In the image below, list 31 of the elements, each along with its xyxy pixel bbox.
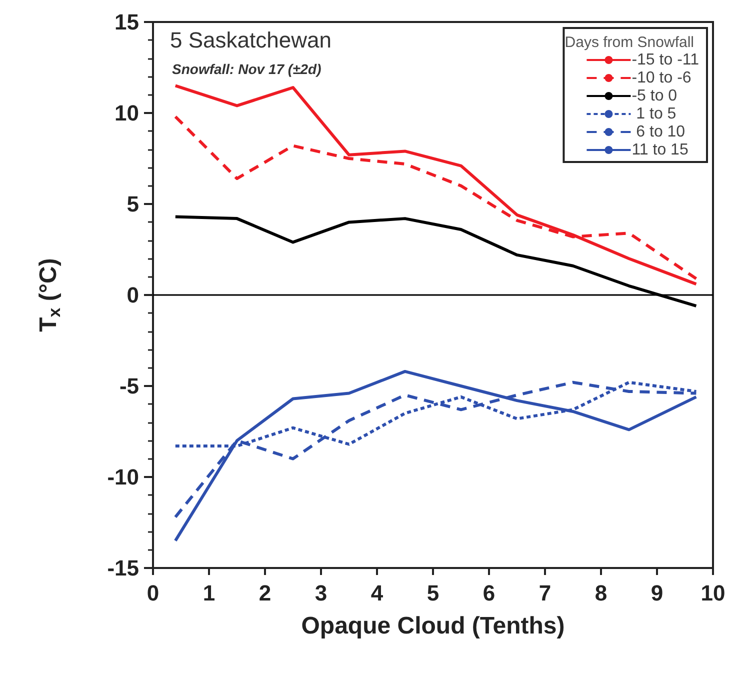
legend-title: Days from Snowfall — [564, 34, 694, 51]
x-tick-label: 5 — [426, 580, 440, 606]
x-tick-label: 1 — [202, 580, 216, 606]
line-series — [174, 84, 698, 286]
chart-title: 5 Saskatchewan — [170, 28, 332, 52]
y-tick-label: -15 — [107, 556, 139, 580]
x-tick-label: 10 — [700, 580, 726, 606]
x-tick-label: 0 — [146, 580, 160, 606]
x-tick-label: 8 — [594, 580, 608, 606]
x-tick-label: 9 — [650, 580, 664, 606]
legend-label: 11 to 15 — [632, 142, 688, 158]
x-tick-label: 4 — [370, 580, 384, 606]
y-tick-label: 10 — [114, 100, 139, 126]
x-tick-label: 6 — [482, 580, 496, 606]
legend-label: 6 to 10 — [632, 124, 686, 140]
x-axis-title: Opaque Cloud (Tenths) — [301, 612, 565, 640]
legend-label: -10 to -6 — [632, 70, 692, 86]
x-tick-label: 2 — [258, 580, 272, 606]
legend-label: -5 to 0 — [632, 88, 678, 104]
legend-label: -15 to -11 — [632, 52, 700, 68]
x-tick-label: 7 — [538, 580, 552, 606]
legend-label: 1 to 5 — [632, 106, 676, 122]
y-axis-title: Tx (°C) — [35, 258, 64, 332]
y-tick-label: 5 — [126, 192, 139, 216]
y-tick-label: 15 — [114, 10, 139, 34]
y-tick-label: -5 — [119, 374, 139, 398]
y-tick-label: -10 — [107, 464, 139, 490]
line-series — [174, 370, 698, 542]
y-tick-label: 0 — [126, 282, 139, 308]
text: Snowfall: Nov 17 (±2d) — [172, 61, 322, 77]
x-tick-label: 3 — [314, 580, 328, 606]
